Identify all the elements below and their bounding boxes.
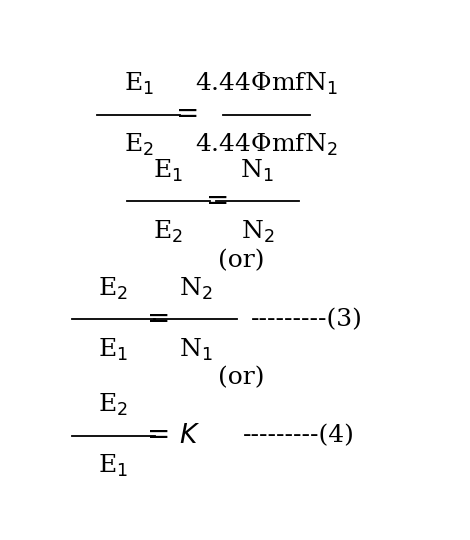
Text: N$_{1}$: N$_{1}$ — [179, 337, 212, 363]
Text: E$_{1}$: E$_{1}$ — [124, 71, 154, 97]
Text: E$_{1}$: E$_{1}$ — [98, 337, 128, 363]
Text: 4.44ΦmfN$_{1}$: 4.44ΦmfN$_{1}$ — [195, 71, 338, 97]
Text: $\mathit{K}$: $\mathit{K}$ — [180, 423, 200, 448]
Text: N$_{2}$: N$_{2}$ — [179, 275, 212, 302]
Text: E$_{2}$: E$_{2}$ — [124, 132, 154, 158]
Text: N$_{1}$: N$_{1}$ — [241, 158, 274, 184]
Text: =: = — [205, 188, 229, 215]
Text: ---------(3): ---------(3) — [251, 308, 362, 331]
Text: (or): (or) — [218, 249, 264, 272]
Text: N$_{2}$: N$_{2}$ — [241, 219, 274, 245]
Text: =: = — [147, 422, 171, 449]
Text: ---------(4): ---------(4) — [243, 424, 355, 447]
Text: =: = — [176, 101, 200, 128]
Text: 4.44ΦmfN$_{2}$: 4.44ΦmfN$_{2}$ — [195, 132, 337, 158]
Text: =: = — [147, 306, 171, 333]
Text: (or): (or) — [218, 366, 264, 389]
Text: E$_{2}$: E$_{2}$ — [153, 219, 183, 245]
Text: E$_{1}$: E$_{1}$ — [153, 158, 183, 184]
Text: E$_{2}$: E$_{2}$ — [98, 275, 128, 302]
Text: E$_{1}$: E$_{1}$ — [98, 453, 128, 480]
Text: E$_{2}$: E$_{2}$ — [98, 392, 128, 418]
